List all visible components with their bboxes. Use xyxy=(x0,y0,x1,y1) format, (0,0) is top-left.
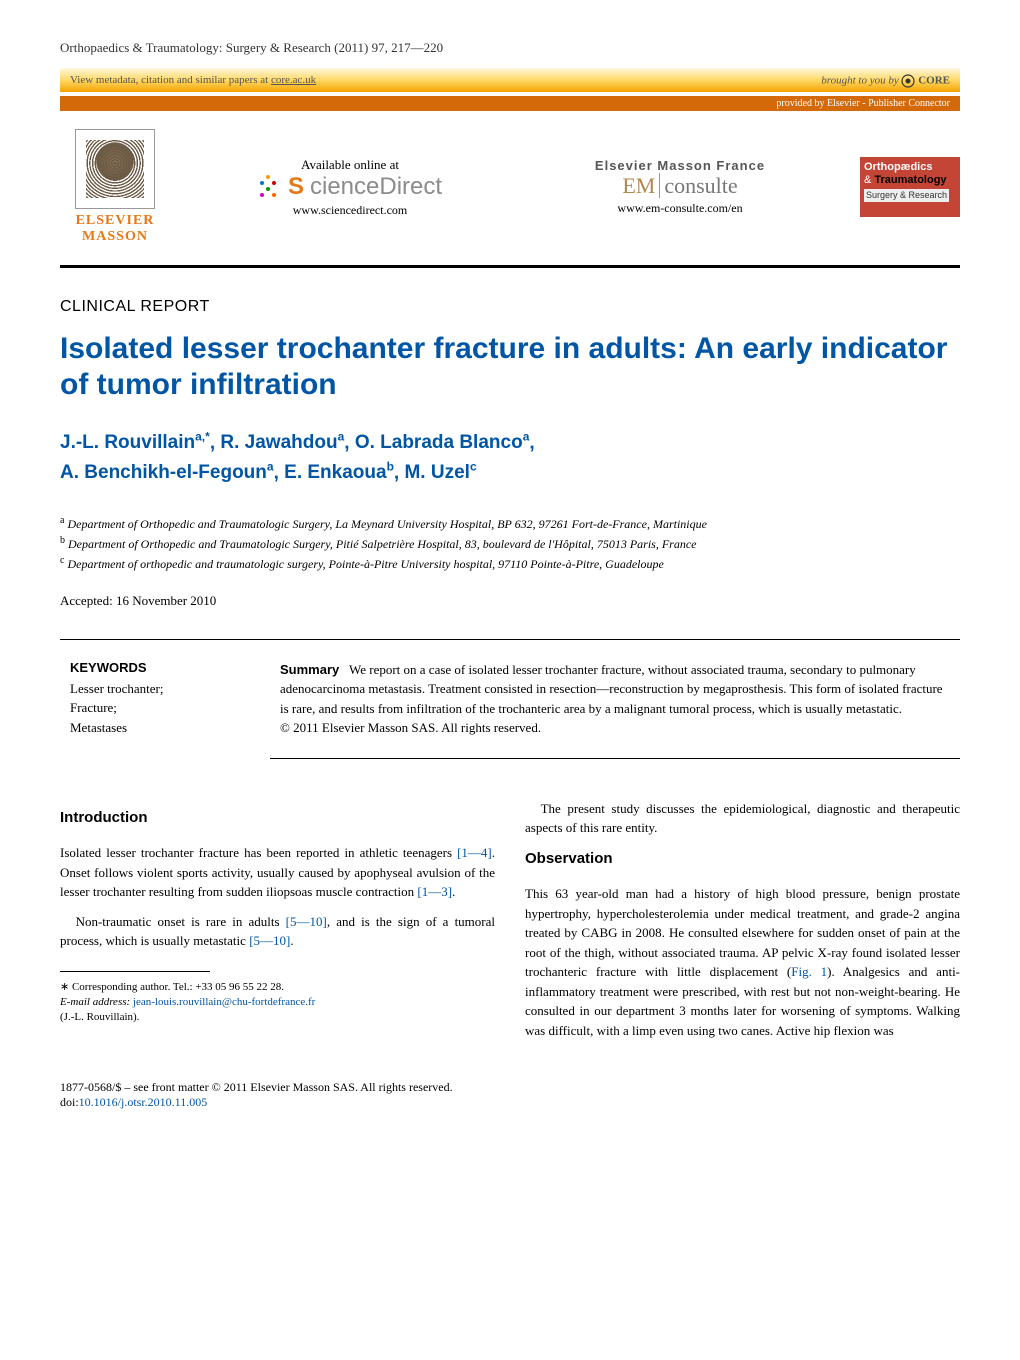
summary-column: Summary We report on a case of isolated … xyxy=(270,639,960,759)
summary-heading: Summary xyxy=(280,662,339,677)
author-email-link[interactable]: jean-louis.rouvillain@chu-fortdefrance.f… xyxy=(133,996,315,1008)
sciencedirect-url[interactable]: www.sciencedirect.com xyxy=(200,203,500,218)
introduction-heading: Introduction xyxy=(60,807,495,830)
cover-amp: & xyxy=(864,174,871,186)
journal-citation: Orthopaedics & Traumatology: Surgery & R… xyxy=(60,40,960,56)
elsevier-masson-logo: ELSEVIER MASSON xyxy=(60,129,170,245)
observation-paragraph: This 63 year-old man had a history of hi… xyxy=(525,884,960,1040)
elsevier-label: ELSEVIER xyxy=(76,213,155,229)
reference-link[interactable]: [1—3] xyxy=(417,884,452,899)
summary-text: We report on a case of isolated lesser t… xyxy=(280,662,943,716)
email-line: E-mail address: jean-louis.rouvillain@ch… xyxy=(60,995,495,1010)
doi-link[interactable]: 10.1016/j.otsr.2010.11.005 xyxy=(79,1095,208,1109)
accepted-date: Accepted: 16 November 2010 xyxy=(60,593,960,609)
sciencedirect-dots-icon xyxy=(258,175,282,199)
sciencedirect-text: cienceDirect xyxy=(310,173,442,201)
available-online-label: Available online at xyxy=(200,157,500,173)
author-signature: (J.-L. Rouvillain). xyxy=(60,1010,495,1025)
lead-paragraph: The present study discusses the epidemio… xyxy=(525,799,960,838)
em-consulte-logo: EM consulte xyxy=(530,173,830,199)
brought-by-label: brought to you by xyxy=(821,75,899,87)
core-attribution: brought to you by CORE xyxy=(821,74,950,88)
journal-cover-thumbnail: Orthopædics & Traumatology Surgery & Res… xyxy=(860,157,960,217)
elsevier-tree-icon xyxy=(75,129,155,209)
elsevier-france-label: Elsevier Masson France xyxy=(530,158,830,173)
author: A. Benchikh-el-Fegouna xyxy=(60,462,274,483)
email-label: E-mail address: xyxy=(60,996,130,1008)
author: R. Jawahdoua xyxy=(220,432,344,453)
core-icon xyxy=(901,74,915,88)
observation-heading: Observation xyxy=(525,848,960,871)
core-banner: View metadata, citation and similar pape… xyxy=(60,68,960,92)
provider-label: provided by Elsevier - Publisher Connect… xyxy=(60,96,960,111)
affiliation: c Department of orthopedic and traumatol… xyxy=(60,553,960,573)
consulte-label: consulte xyxy=(664,173,737,198)
cover-subtitle: Surgery & Research xyxy=(864,189,949,202)
right-column: The present study discusses the epidemio… xyxy=(525,799,960,1051)
intro-paragraph: Isolated lesser trochanter fracture has … xyxy=(60,843,495,902)
author: J.-L. Rouvillaina,* xyxy=(60,432,210,453)
summary-copyright: © 2011 Elsevier Masson SAS. All rights r… xyxy=(280,718,950,738)
core-link[interactable]: core.ac.uk xyxy=(271,74,316,86)
keywords-heading: KEYWORDS xyxy=(70,660,230,675)
page-footer: 1877-0568/$ – see front matter © 2011 El… xyxy=(60,1080,960,1110)
core-text: View metadata, citation and similar pape… xyxy=(70,74,271,86)
cover-line1: Orthopædics xyxy=(864,161,956,174)
reference-link[interactable]: [5—10] xyxy=(249,933,290,948)
doi-line: doi:10.1016/j.otsr.2010.11.005 xyxy=(60,1095,960,1110)
sciencedirect-logo: ScienceDirect xyxy=(200,173,500,201)
core-name: CORE xyxy=(918,75,950,87)
footnote-separator xyxy=(60,971,210,972)
article-type-label: CLINICAL REPORT xyxy=(60,298,960,316)
reference-link[interactable]: [1—4] xyxy=(457,845,492,860)
author: M. Uzelc xyxy=(404,462,476,483)
affiliation: b Department of Orthopedic and Traumatol… xyxy=(60,533,960,553)
article-title: Isolated lesser trochanter fracture in a… xyxy=(60,331,960,403)
author: E. Enkaouab xyxy=(284,462,394,483)
em-consulte-url[interactable]: www.em-consulte.com/en xyxy=(530,201,830,216)
cover-line2: Traumatology xyxy=(874,174,946,186)
corresponding-author: ∗ Corresponding author. Tel.: +33 05 96 … xyxy=(60,980,495,995)
em-consulte-block: Elsevier Masson France EM consulte www.em… xyxy=(530,158,830,216)
keywords-column: KEYWORDS Lesser trochanter; Fracture; Me… xyxy=(60,640,240,759)
authors-list: J.-L. Rouvillaina,*, R. Jawahdoua, O. La… xyxy=(60,428,960,488)
keywords-list: Lesser trochanter; Fracture; Metastases xyxy=(70,679,230,738)
author: O. Labrada Blancoa xyxy=(355,432,530,453)
left-column: Introduction Isolated lesser trochanter … xyxy=(60,799,495,1051)
em-label: EM xyxy=(622,173,655,198)
abstract-block: KEYWORDS Lesser trochanter; Fracture; Me… xyxy=(60,639,960,759)
issn-line: 1877-0568/$ – see front matter © 2011 El… xyxy=(60,1080,960,1095)
body-columns: Introduction Isolated lesser trochanter … xyxy=(60,799,960,1051)
intro-paragraph: Non-traumatic onset is rare in adults [5… xyxy=(60,912,495,951)
affiliation: a Department of Orthopedic and Traumatol… xyxy=(60,513,960,533)
figure-link[interactable]: Fig. 1 xyxy=(791,964,827,979)
publisher-header: ELSEVIER MASSON Available online at Scie… xyxy=(60,119,960,268)
reference-link[interactable]: [5—10] xyxy=(286,914,327,929)
masson-label: MASSON xyxy=(82,229,148,245)
sciencedirect-block: Available online at ScienceDirect www.sc… xyxy=(200,157,500,218)
footnotes: ∗ Corresponding author. Tel.: +33 05 96 … xyxy=(60,980,495,1026)
affiliations-list: a Department of Orthopedic and Traumatol… xyxy=(60,513,960,573)
